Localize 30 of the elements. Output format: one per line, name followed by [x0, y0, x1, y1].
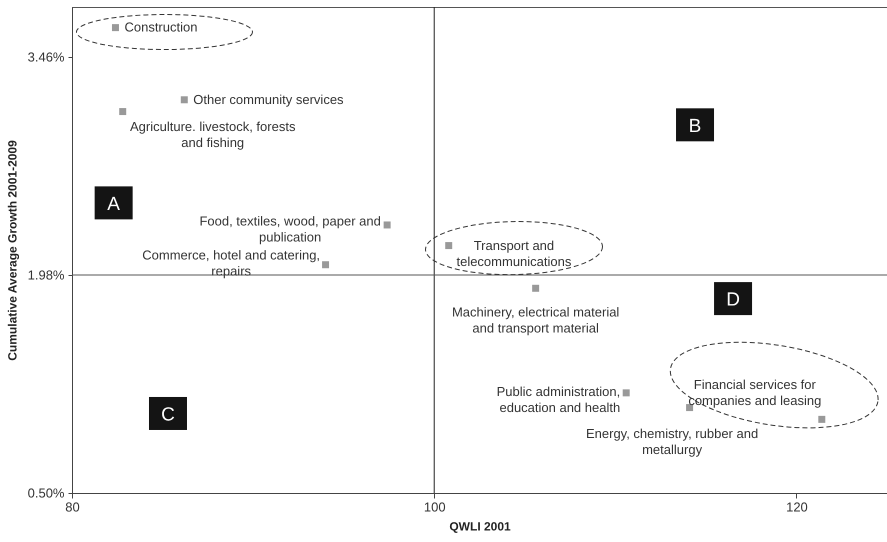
- annotation: Food, textiles, wood, paper and publication: [199, 213, 381, 244]
- x-tick-label: 100: [424, 500, 446, 514]
- point: [532, 284, 540, 292]
- annotation: Machinery, electrical material and transport material: [452, 304, 620, 336]
- point: [818, 416, 826, 423]
- annotation: Transport and telecommunications: [456, 238, 572, 270]
- annotation: A: [107, 194, 120, 215]
- point: [112, 24, 119, 32]
- annotation: Financial services for companies and leasing: [688, 377, 822, 408]
- point: [622, 389, 630, 396]
- annotation: Public administration, education and health: [496, 384, 620, 415]
- point: [180, 96, 188, 104]
- x-tick-label: 80: [65, 500, 80, 514]
- x-tick-label: 120: [786, 500, 808, 514]
- point: [119, 108, 126, 116]
- annotation: C: [161, 404, 175, 426]
- y-tick-label: 3.46%: [28, 50, 65, 65]
- x-axis-title: QWLI 2001: [449, 520, 511, 534]
- annotation: D: [726, 290, 740, 311]
- point: [322, 261, 330, 268]
- y-axis-title: Cumulative Average Growth 2001-2009: [6, 140, 20, 361]
- annotation: Construction: [124, 20, 198, 35]
- y-tick-label: 0.50%: [28, 486, 65, 500]
- point: [445, 242, 452, 250]
- annotation: Other community services: [193, 92, 344, 107]
- annotation: Energy, chemistry, rubber and metallurgy: [586, 426, 758, 457]
- annotation: Agriculture. livestock, forests and fishing: [130, 118, 296, 150]
- point: [384, 221, 391, 228]
- y-tick-label: 1.98%: [28, 268, 65, 283]
- annotation: B: [688, 116, 702, 137]
